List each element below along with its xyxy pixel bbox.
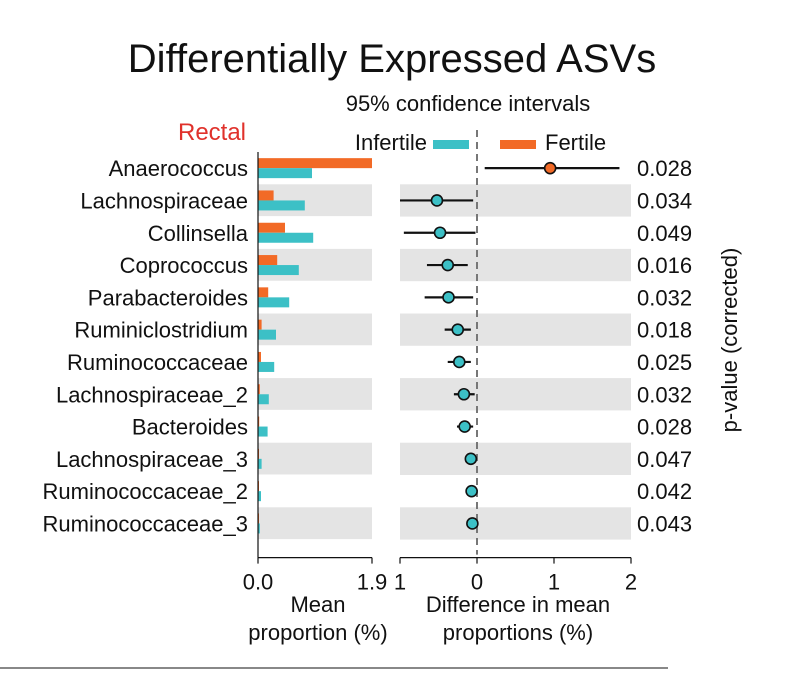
ci-point: [430, 194, 444, 207]
p-value: 0.028: [637, 156, 692, 181]
chart-subtitle: 95% confidence intervals: [346, 91, 591, 116]
row-band-right: [400, 313, 631, 346]
mean-x-tick-label: 0.0: [243, 570, 274, 595]
row-band-left: [258, 442, 372, 475]
mean-xlabel-line2: proportion (%): [248, 620, 387, 645]
ci-point: [458, 420, 471, 433]
p-value: 0.047: [637, 447, 692, 472]
p-value: 0.025: [637, 350, 692, 375]
bar-fertile: [258, 255, 278, 266]
ci-point: [457, 387, 471, 401]
row-band-left: [258, 507, 372, 540]
row-bands: [258, 183, 631, 541]
diff-x-tick-label: 2: [625, 570, 637, 595]
category-label: Bacteroides: [132, 415, 248, 440]
bar-infertile: [258, 491, 261, 502]
bar-fertile: [258, 222, 285, 233]
row-band-left: [258, 313, 372, 346]
bar-fertile: [258, 190, 274, 201]
row-band-right: [400, 507, 631, 540]
mean-bars: [258, 158, 372, 534]
row-band-right: [400, 442, 631, 475]
mean-xlabel-line1: Mean: [290, 592, 345, 617]
p-value-labels: 0.028 0.034 0.049 0.016 0.032 0.018 0.025 0.032…: [637, 156, 692, 536]
p-value-axis-label: p-value (corrected): [717, 248, 742, 433]
bar-infertile: [258, 458, 262, 469]
p-value: 0.032: [637, 285, 692, 310]
bar-fertile: [258, 351, 261, 362]
p-value: 0.018: [637, 318, 692, 343]
chart-title: Differentially Expressed ASVs: [128, 37, 656, 81]
ci-point: [441, 258, 455, 272]
bar-infertile: [258, 168, 312, 179]
category-label: Lachnospiraceae_3: [56, 447, 248, 472]
p-value: 0.049: [637, 221, 692, 246]
difference-axis: 1 0 1 2: [394, 556, 637, 595]
category-label: Ruminococcaceae_2: [43, 479, 248, 504]
ci-point: [452, 355, 466, 369]
category-label: Parabacteroides: [88, 285, 248, 310]
row-band-left: [258, 378, 372, 411]
diff-xlabel-line1: Difference in mean: [426, 592, 610, 617]
bar-fertile: [258, 287, 269, 298]
category-labels: Anaerococcus Lachnospiraceae Collinsella Co…: [43, 156, 249, 536]
p-value: 0.016: [637, 253, 692, 278]
row-band-right: [400, 378, 631, 411]
legend-infertile-label: Infertile: [355, 130, 427, 155]
bar-infertile: [258, 426, 268, 437]
bar-fertile: [258, 158, 372, 169]
mean-proportion-axis: 0.0 1.9: [243, 152, 388, 595]
bar-infertile: [258, 394, 269, 405]
mean-x-tick-label: 1.9: [357, 570, 388, 595]
category-label: Coprococcus: [120, 253, 248, 278]
category-label: Lachnospiraceae_2: [56, 382, 248, 407]
group-label: Rectal: [178, 119, 246, 146]
legend-fertile-label: Fertile: [545, 130, 606, 155]
ci-point: [464, 452, 478, 466]
bar-infertile: [258, 361, 275, 372]
category-label: Ruminococcaceae_3: [43, 511, 248, 536]
bar-infertile: [258, 200, 305, 211]
category-label: Ruminococcaceae: [67, 350, 248, 375]
diff-x-tick-label: 1: [548, 570, 560, 595]
bar-fertile: [258, 319, 262, 330]
ci-point: [465, 484, 478, 498]
category-label: Collinsella: [148, 221, 249, 246]
diff-x-tick-label: 1: [394, 570, 406, 595]
p-value: 0.028: [637, 415, 692, 440]
category-label: Ruminiclostridium: [74, 318, 248, 343]
bar-infertile: [258, 523, 260, 534]
legend-fertile-swatch: [500, 140, 536, 149]
ci-point: [543, 161, 557, 175]
diff-x-tick-label: 0: [471, 570, 483, 595]
category-label: Lachnospiraceae: [80, 188, 248, 213]
ci-point: [466, 517, 479, 530]
bar-infertile: [258, 329, 276, 340]
bar-fertile: [258, 384, 260, 395]
p-value: 0.042: [637, 479, 692, 504]
ci-point: [451, 323, 465, 336]
ci-point: [442, 291, 455, 304]
p-value: 0.032: [637, 382, 692, 407]
diff-xlabel-line2: proportions (%): [443, 620, 593, 645]
ci-points: [400, 161, 620, 530]
category-label: Anaerococcus: [109, 156, 248, 181]
bar-infertile: [258, 232, 314, 243]
p-value: 0.034: [637, 188, 692, 213]
bar-infertile: [258, 265, 299, 276]
bar-infertile: [258, 297, 290, 308]
p-value: 0.043: [637, 511, 692, 536]
ci-point: [433, 226, 447, 240]
legend-infertile-swatch: [433, 140, 469, 149]
